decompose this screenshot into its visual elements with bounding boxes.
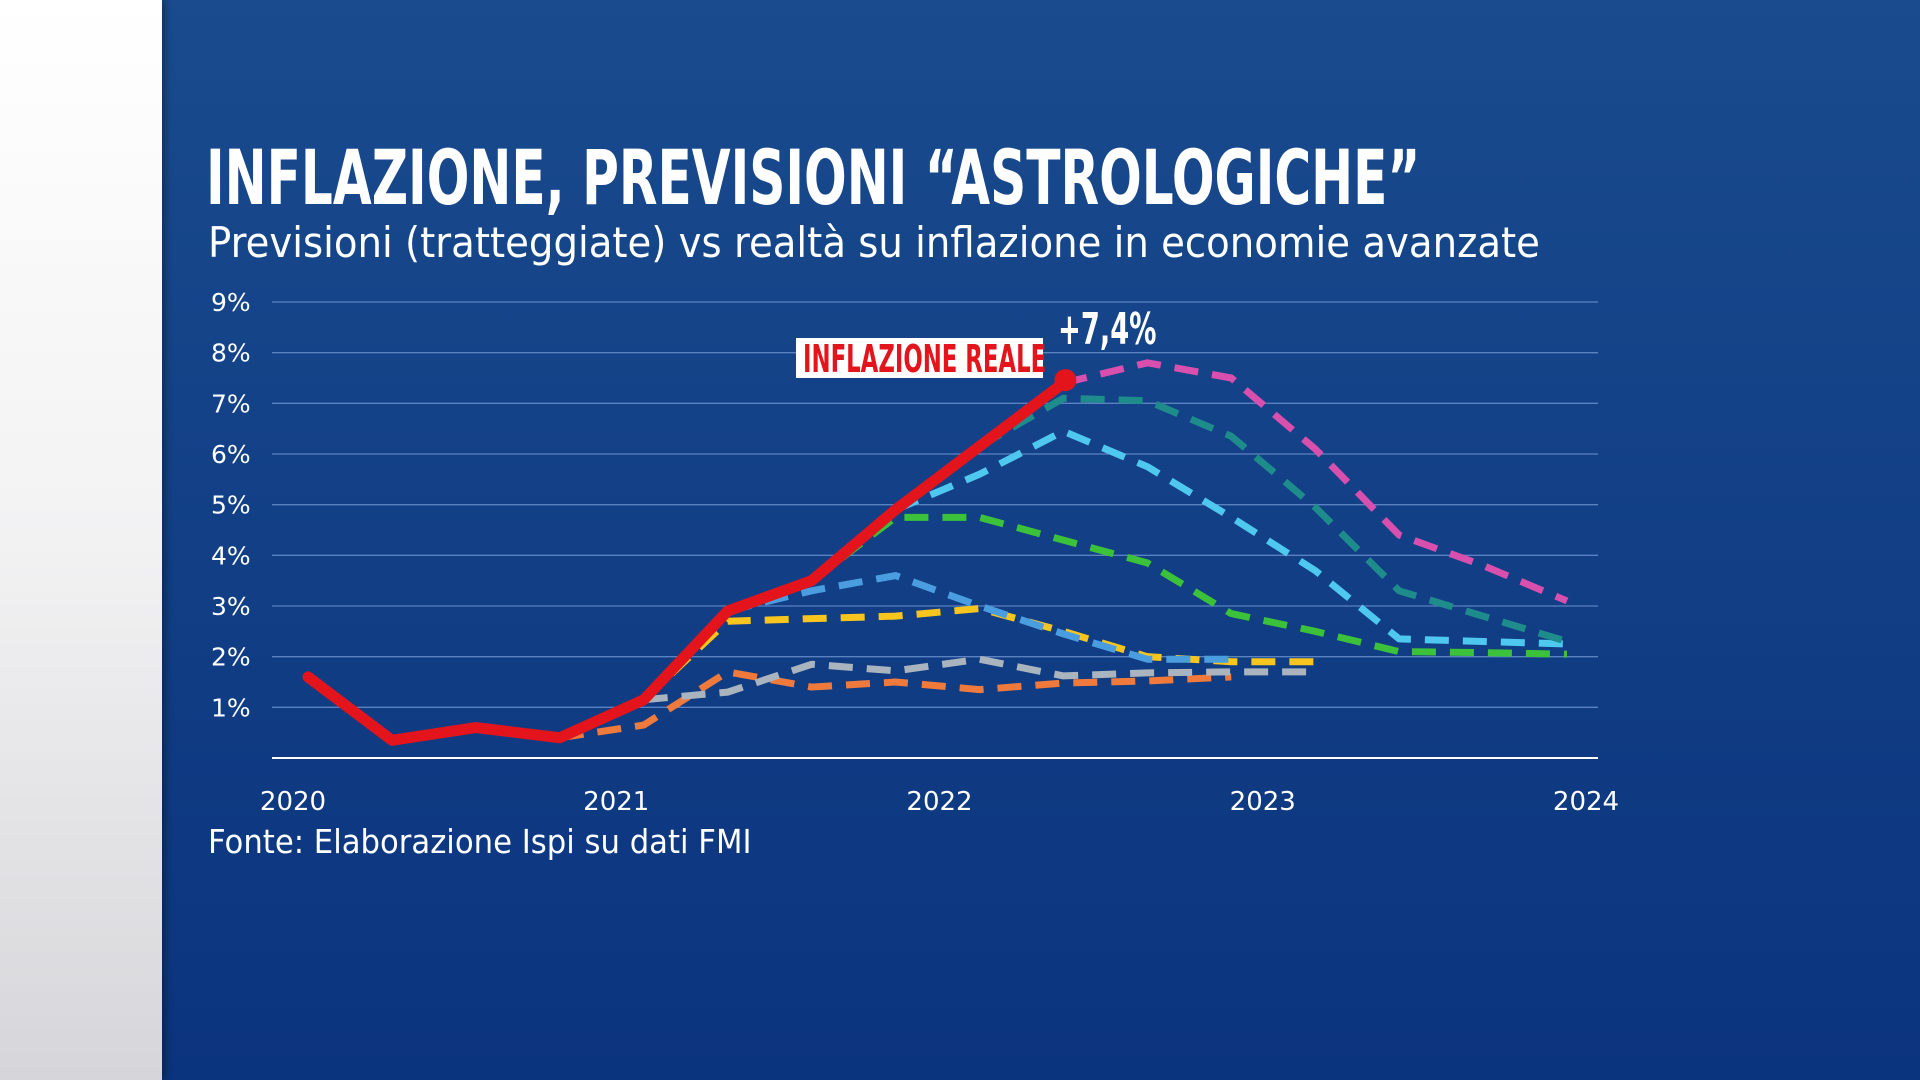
- y-tick-label: 3%: [211, 592, 251, 621]
- peak-value-label: +7,4%: [1058, 304, 1157, 355]
- y-tick-label: 8%: [211, 339, 251, 368]
- actual-peak-marker: [1054, 369, 1077, 392]
- x-tick-label: 2021: [583, 787, 649, 817]
- left-side-panel: [0, 0, 162, 1080]
- y-tick-label: 7%: [211, 389, 251, 418]
- y-tick-label: 2%: [211, 643, 251, 672]
- y-tick-label: 9%: [211, 288, 251, 317]
- actual-inflation-line: [302, 377, 1069, 746]
- forecast-line-3: [641, 605, 1316, 703]
- forecast-line-2: [643, 655, 1316, 704]
- page-title: INFLAZIONE, PREVISIONI “ASTROLOGICHE”: [206, 133, 1421, 222]
- forecast-line-6: [894, 427, 1568, 648]
- x-tick-label: 2020: [260, 787, 326, 817]
- page-subtitle: Previsioni (tratteggiate) vs realtà su i…: [208, 218, 1540, 267]
- source-note: Fonte: Elaborazione Ispi su dati FMI: [208, 822, 752, 861]
- forecast-line-1: [559, 668, 1232, 742]
- y-tick-label: 1%: [211, 693, 251, 722]
- y-tick-label: 6%: [211, 440, 251, 469]
- actual-inflation-label: INFLAZIONE REALE: [803, 337, 1047, 381]
- forecast-line-4: [726, 572, 1232, 663]
- y-tick-label: 4%: [211, 541, 251, 570]
- forecast-line-7: [977, 394, 1569, 645]
- x-tick-label: 2022: [906, 787, 972, 817]
- forecast-line-8: [1062, 359, 1569, 605]
- x-tick-label: 2023: [1230, 787, 1296, 817]
- x-tick-label: 2024: [1553, 787, 1619, 817]
- y-tick-label: 5%: [211, 491, 251, 520]
- actual-label-box: [796, 338, 1043, 378]
